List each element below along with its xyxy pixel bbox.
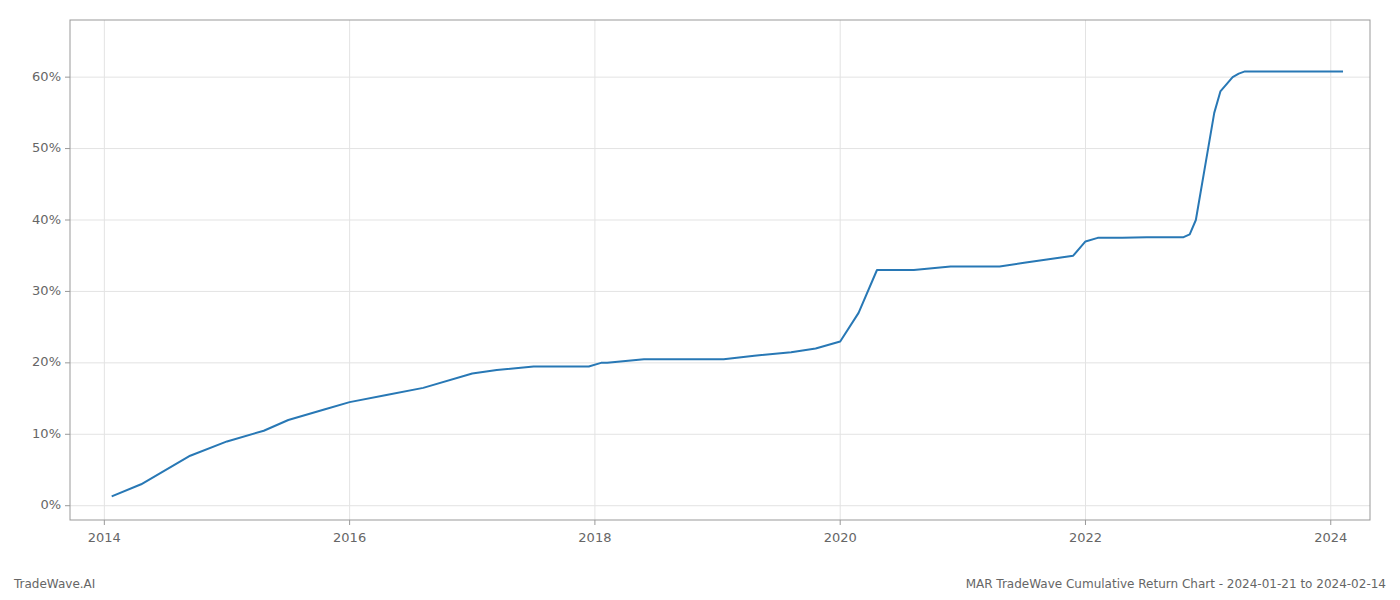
x-grid-line <box>1330 20 1331 520</box>
y-tick-label: 30% <box>32 283 61 298</box>
y-grid-line <box>70 362 1370 363</box>
x-grid-line <box>349 20 350 520</box>
x-tick <box>1085 520 1086 525</box>
footer-left: TradeWave.AI <box>13 577 95 591</box>
y-tick <box>65 434 70 435</box>
x-tick-label: 2020 <box>824 530 857 545</box>
y-grid-line <box>70 291 1370 292</box>
x-tick-label: 2018 <box>578 530 611 545</box>
axes: 0% 10% 20% 30% 40% 50% 60% 2014 2016 2018 2020 2022… <box>32 69 1347 545</box>
y-tick-label: 20% <box>32 354 61 369</box>
x-tick <box>104 520 105 525</box>
y-tick-label: 0% <box>40 497 61 512</box>
line <box>112 71 1343 496</box>
y-tick <box>65 291 70 292</box>
y-grid-line <box>70 434 1370 435</box>
x-tick <box>594 520 595 525</box>
y-tick-label: 60% <box>32 69 61 84</box>
x-tick <box>1330 520 1331 525</box>
y-tick-label: 10% <box>32 426 61 441</box>
x-tick <box>840 520 841 525</box>
grid <box>70 20 1370 520</box>
y-grid-line <box>70 148 1370 149</box>
x-tick-label: 2016 <box>333 530 366 545</box>
y-tick <box>65 505 70 506</box>
y-tick <box>65 362 70 363</box>
y-tick <box>65 220 70 221</box>
y-grid-line <box>70 505 1370 506</box>
y-grid-line <box>70 77 1370 78</box>
y-tick-label: 40% <box>32 212 61 227</box>
x-grid-line <box>594 20 595 520</box>
plot-area <box>112 71 1343 496</box>
y-tick <box>65 148 70 149</box>
x-grid-line <box>840 20 841 520</box>
x-grid-line <box>1085 20 1086 520</box>
footer-right: MAR TradeWave Cumulative Return Chart - … <box>966 577 1386 591</box>
chart: 0% 10% 20% 30% 40% 50% 60% 2014 2016 2018 2020 2022… <box>0 0 1400 600</box>
y-grid-line <box>70 220 1370 221</box>
plot-frame <box>70 20 1370 520</box>
x-tick-label: 2024 <box>1314 530 1347 545</box>
y-tick-label: 50% <box>32 140 61 155</box>
x-grid-line <box>104 20 105 520</box>
x-tick-label: 2014 <box>88 530 121 545</box>
y-tick <box>65 77 70 78</box>
x-tick-label: 2022 <box>1069 530 1102 545</box>
x-tick <box>349 520 350 525</box>
